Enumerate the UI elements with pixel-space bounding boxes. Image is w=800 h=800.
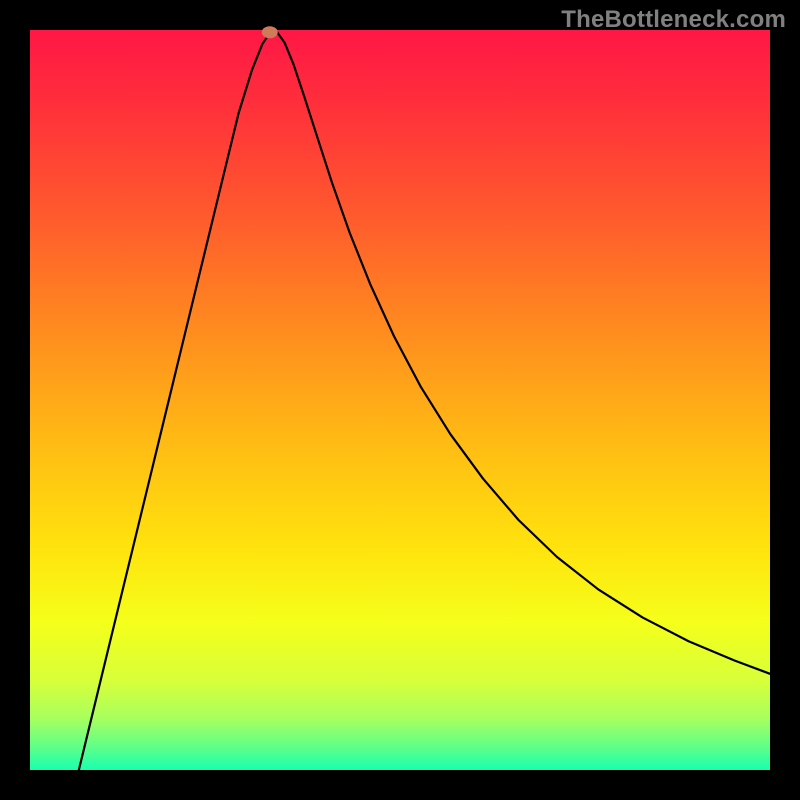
gradient-background [30, 30, 770, 770]
minimum-marker [262, 26, 278, 38]
watermark-text: TheBottleneck.com [561, 6, 786, 34]
chart-canvas: TheBottleneck.com [0, 0, 800, 800]
bottleneck-chart [0, 0, 800, 800]
